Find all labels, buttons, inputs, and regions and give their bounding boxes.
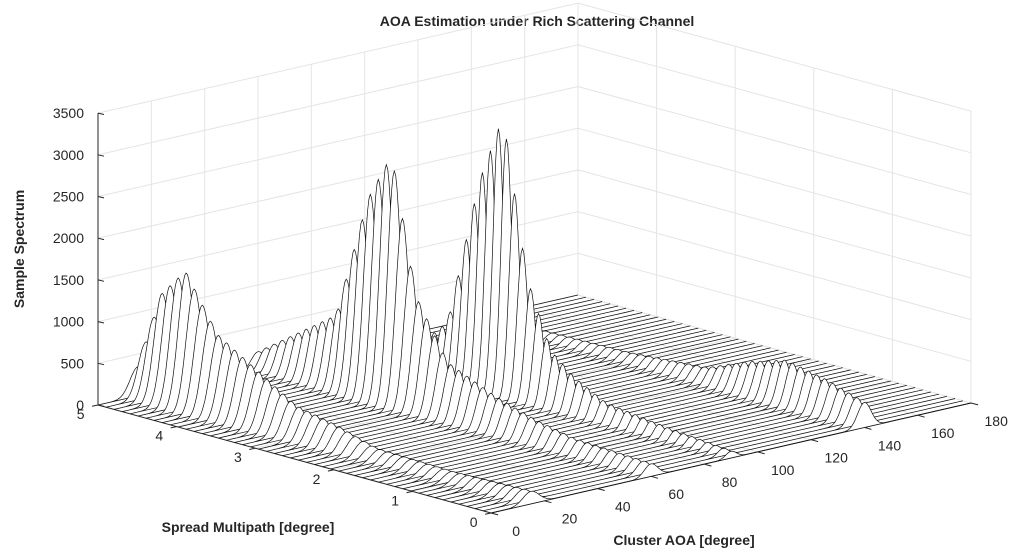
ridge-line [482, 397, 964, 512]
z-tick-mark [97, 237, 105, 241]
z-tick-mark [97, 279, 105, 282]
x-tick-label: 120 [825, 450, 849, 466]
z-tick-label: 1000 [53, 314, 84, 330]
y-axis-label: Spread Multipath [degree] [162, 519, 335, 535]
x-tick-mark [650, 475, 659, 479]
side-wall-grid-line [577, 169, 972, 279]
z-tick-mark [97, 154, 105, 157]
y-tick-mark [91, 404, 99, 407]
x-tick-mark [544, 500, 552, 504]
x-axis-label: Cluster AOA [degree] [613, 532, 754, 548]
axis-ticks: 0204060801001201401601800123450500100015… [53, 105, 1008, 539]
ridge-series [97, 128, 972, 514]
z-tick-mark [97, 321, 105, 324]
side-wall-grid-line [577, 211, 972, 321]
z-tick-mark [97, 362, 105, 366]
side-wall-grid-line [577, 44, 972, 154]
x-tick-mark [970, 402, 979, 406]
back-wall-grid-line [97, 86, 579, 197]
x-tick-label: 160 [931, 425, 955, 441]
z-axis-label: Sample Spectrum [11, 190, 27, 308]
x-tick-label: 180 [985, 413, 1009, 429]
z-tick-label: 3500 [53, 105, 84, 121]
chart-title: AOA Estimation under Rich Scattering Cha… [380, 13, 695, 29]
side-wall-grid-line [577, 127, 972, 237]
z-tick-label: 500 [61, 355, 85, 371]
y-axis-line [97, 404, 492, 514]
x-tick-mark [810, 439, 819, 443]
ridge-line [274, 193, 755, 454]
back-wall-grid-line [97, 44, 579, 156]
z-tick-label: 2500 [53, 189, 84, 205]
y-tick-label: 3 [234, 449, 242, 465]
x-tick-mark [757, 451, 765, 455]
x-tick-label: 20 [562, 511, 578, 527]
x-tick-label: 80 [722, 474, 738, 490]
y-tick-mark [170, 426, 177, 429]
y-tick-label: 5 [77, 406, 85, 422]
z-tick-label: 3000 [53, 147, 84, 163]
x-tick-mark [597, 488, 605, 491]
y-tick-label: 1 [391, 492, 399, 508]
y-tick-mark [249, 447, 256, 450]
x-tick-label: 140 [878, 437, 902, 453]
y-tick-label: 0 [470, 514, 478, 530]
y-tick-mark [484, 512, 492, 515]
x-tick-mark [490, 512, 499, 516]
y-tick-label: 4 [155, 428, 163, 444]
y-tick-mark [406, 490, 413, 494]
x-tick-mark [917, 414, 925, 418]
side-wall-grid-line [577, 294, 972, 404]
ridge-line [474, 392, 956, 509]
side-wall-grid-line [577, 86, 972, 195]
z-tick-mark [97, 404, 105, 407]
y-tick-label: 2 [313, 471, 321, 487]
back-wall-grid-line [97, 2, 579, 114]
x-tick-mark [864, 426, 872, 430]
z-tick-mark [97, 112, 105, 115]
z-tick-label: 2000 [53, 230, 84, 246]
ridge-line [490, 402, 972, 514]
z-tick-label: 0 [76, 397, 84, 413]
side-wall-grid-line [577, 252, 972, 362]
x-tick-mark [704, 463, 712, 467]
x-tick-label: 100 [771, 462, 795, 478]
x-tick-label: 0 [512, 523, 520, 539]
x-tick-label: 40 [615, 499, 631, 515]
z-tick-label: 1500 [53, 272, 84, 288]
x-tick-label: 60 [668, 486, 684, 502]
side-wall-grid-line [577, 2, 972, 112]
z-tick-mark [97, 196, 105, 199]
y-tick-mark [327, 469, 334, 472]
